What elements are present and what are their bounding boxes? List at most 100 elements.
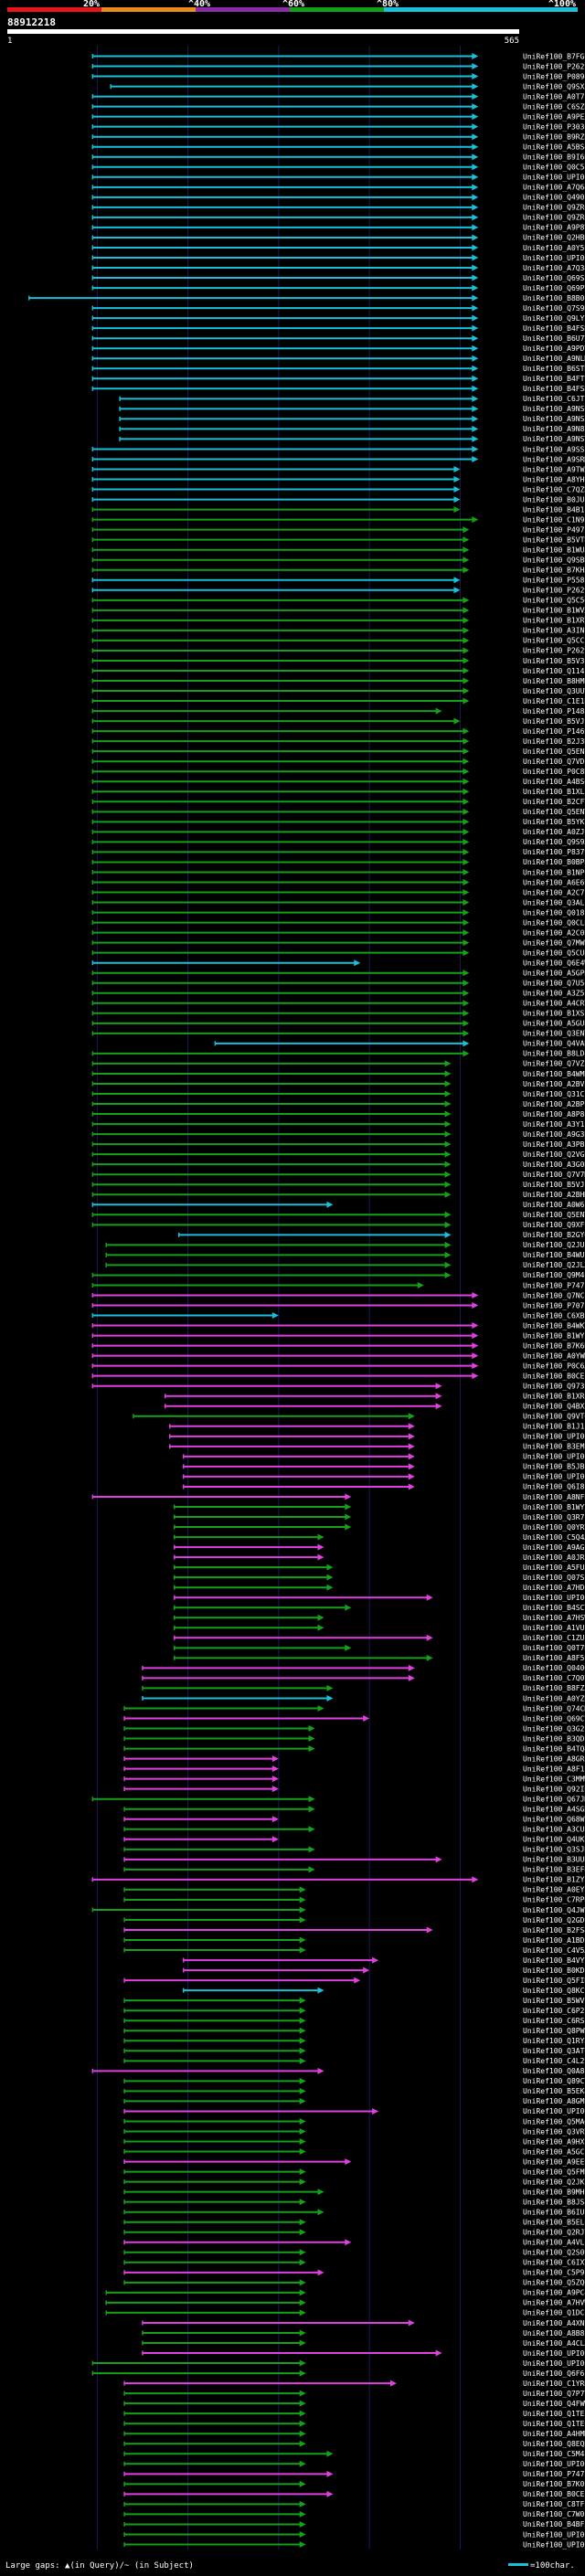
hit-label[interactable]: UniRef100_B5YKP6 [523, 818, 585, 826]
hit-row[interactable]: UniRef100_A0JR11 [173, 1553, 585, 1562]
hit-row[interactable]: UniRef100_A7Q646 [91, 184, 585, 192]
hit-row[interactable]: UniRef100_UPI000... [142, 2349, 585, 2358]
hit-label[interactable]: UniRef100_Q114L6 [523, 667, 585, 675]
hit-row[interactable]: UniRef100_P74774 [123, 2470, 585, 2478]
hit-label[interactable]: UniRef100_B4BF32 [523, 2520, 585, 2528]
hit-row[interactable]: UniRef100_UPI000... [123, 2107, 585, 2115]
hit-label[interactable]: UniRef100_Q8EQH1 [523, 2440, 585, 2448]
hit-row[interactable]: UniRef100_C5M4P0 [123, 2450, 585, 2458]
hit-label[interactable]: UniRef100_B2J3K2 [523, 737, 585, 746]
hit-row[interactable]: UniRef100_A5GUH8 [91, 1020, 585, 1028]
hit-row[interactable]: UniRef100_B4WMH1 [91, 1070, 585, 1078]
hit-label[interactable]: UniRef100_Q5CC32 [523, 637, 585, 645]
hit-label[interactable]: UniRef100_A1BDL0 [523, 1936, 585, 1945]
hit-label[interactable]: UniRef100_P26292 [523, 587, 585, 595]
hit-label[interactable]: UniRef100_Q1TE32 [523, 2410, 585, 2418]
hit-row[interactable]: UniRef100_Q9M465 [91, 1271, 585, 1279]
hit-label[interactable]: UniRef100_A1VUZ0 [523, 1624, 585, 1632]
hit-row[interactable]: UniRef100_B5VJF8 [91, 1181, 585, 1189]
hit-label[interactable]: UniRef100_C4V5A6 [523, 1946, 585, 1955]
hit-label[interactable]: UniRef100_B1ZYF3 [523, 1876, 585, 1884]
hit-row[interactable]: UniRef100_Q0T7N9 [173, 1644, 585, 1652]
hit-label[interactable]: UniRef100_B4TQ4L [523, 1744, 585, 1753]
hit-label[interactable]: UniRef100_Q07SC3 [523, 1574, 585, 1582]
hit-row[interactable]: UniRef100_A8GRE5 [123, 1754, 585, 1763]
hit-row[interactable]: UniRef100_Q9S9X0 [91, 838, 585, 846]
hit-row[interactable]: UniRef100_B0CE16 [91, 1372, 585, 1380]
hit-label[interactable]: UniRef100_B7K0E7 [523, 2480, 585, 2488]
hit-row[interactable]: UniRef100_UPI000... [91, 254, 585, 262]
hit-row[interactable]: UniRef100_A9N835 [119, 425, 585, 433]
hit-row[interactable]: UniRef100_Q4VAH9 [214, 1040, 585, 1048]
hit-row[interactable]: UniRef100_B1XRT4 [91, 617, 585, 625]
hit-row[interactable]: UniRef100_B4BF32 [123, 2520, 585, 2528]
hit-label[interactable]: UniRef100_A4VLE1 [523, 2239, 585, 2247]
hit-label[interactable]: UniRef100_C7Q0Y9 [523, 1674, 585, 1682]
hit-label[interactable]: UniRef100_C5M4P0 [523, 2450, 585, 2458]
hit-row[interactable]: UniRef100_A1VUZ0 [173, 1624, 585, 1632]
hit-row[interactable]: UniRef100_C3MMW8 [123, 1775, 585, 1783]
hit-row[interactable]: UniRef100_B8LD41 [91, 1050, 585, 1058]
hit-label[interactable]: UniRef100_Q3UUV7 [523, 687, 585, 695]
hit-label[interactable]: UniRef100_UPI000... [523, 254, 585, 262]
hit-row[interactable]: UniRef100_C6XBE0 [91, 1311, 585, 1320]
hit-label[interactable]: UniRef100_Q1RY45 [523, 2037, 585, 2045]
hit-row[interactable]: UniRef100_Q3R722 [173, 1513, 585, 1521]
hit-row[interactable]: UniRef100_A0EY23 [123, 1886, 585, 1894]
hit-row[interactable]: UniRef100_Q5EN76 [91, 747, 585, 756]
hit-row[interactable]: UniRef100_C7RPR2 [123, 1896, 585, 1904]
hit-row[interactable]: UniRef100_B8HMR1 [91, 677, 585, 685]
hit-label[interactable]: UniRef100_B5EL67 [523, 2219, 585, 2227]
hit-row[interactable]: UniRef100_Q9VTO6 [133, 1413, 585, 1421]
hit-row[interactable]: UniRef100_A3Y114 [91, 1120, 585, 1129]
hit-label[interactable]: UniRef100_Q74CM3 [523, 1704, 585, 1712]
hit-label[interactable]: UniRef100_B7FGU7 [523, 52, 585, 60]
hit-label[interactable]: UniRef100_A2BVC4 [523, 1080, 585, 1088]
hit-label[interactable]: UniRef100_Q9LY74 [523, 314, 585, 323]
hit-row[interactable]: UniRef100_B8JS42 [123, 2198, 585, 2206]
hit-label[interactable]: UniRef100_B2FS44 [523, 1926, 585, 1935]
hit-label[interactable]: UniRef100_Q2GDE3 [523, 1916, 585, 1924]
hit-label[interactable]: UniRef100_B4VY76 [523, 1956, 585, 1965]
hit-label[interactable]: UniRef100_Q2JUP1 [523, 1241, 585, 1249]
hit-label[interactable]: UniRef100_A0ZJ61 [523, 828, 585, 836]
hit-row[interactable]: UniRef100_Q5CC32 [91, 637, 585, 645]
hit-label[interactable]: UniRef100_P55821 [523, 577, 585, 585]
hit-label[interactable]: UniRef100_B8JS42 [523, 2198, 585, 2206]
hit-row[interactable]: UniRef100_Q3VRV7 [123, 2127, 585, 2136]
hit-row[interactable]: UniRef100_B5VJP3 [91, 717, 585, 726]
hit-row[interactable]: UniRef100_A9NST7 [119, 435, 585, 443]
hit-label[interactable]: UniRef100_A5GCL9 [523, 2147, 585, 2156]
hit-label[interactable]: UniRef100_A4XN93 [523, 2319, 585, 2327]
hit-row[interactable]: UniRef100_B2J3K2 [91, 737, 585, 746]
hit-row[interactable]: UniRef100_Q67JM2 [91, 1795, 585, 1803]
hit-row[interactable]: UniRef100_Q01872 [91, 908, 585, 917]
hit-row[interactable]: UniRef100_P70758 [91, 1301, 585, 1309]
hit-label[interactable]: UniRef100_Q6E4W8 [523, 959, 585, 967]
hit-label[interactable]: UniRef100_A8F132 [523, 1765, 585, 1773]
hit-label[interactable]: UniRef100_P74774 [523, 2470, 585, 2478]
hit-label[interactable]: UniRef100_Q0A8B4 [523, 2067, 585, 2075]
hit-row[interactable]: UniRef100_P83794 [91, 848, 585, 856]
hit-row[interactable]: UniRef100_B4FSD8 [91, 324, 585, 333]
hit-row[interactable]: UniRef100_C4V5A6 [123, 1946, 585, 1955]
hit-label[interactable]: UniRef100_A7Q348 [523, 264, 585, 272]
hit-row[interactable]: UniRef100_B4WUP2 [105, 1251, 585, 1259]
hit-row[interactable]: UniRef100_A9PEX3 [91, 112, 585, 121]
hit-label[interactable]: UniRef100_B1XL30 [523, 788, 585, 796]
hit-row[interactable]: UniRef100_A2BPU5 [91, 1100, 585, 1108]
hit-row[interactable]: UniRef100_Q9SBN3 [91, 557, 585, 565]
hit-label[interactable]: UniRef100_Q4VAH9 [523, 1040, 585, 1048]
hit-label[interactable]: UniRef100_A9NST7 [523, 435, 585, 443]
hit-label[interactable]: UniRef100_C4L2E9 [523, 2057, 585, 2065]
hit-row[interactable]: UniRef100_Q74CM3 [123, 1704, 585, 1712]
hit-label[interactable]: UniRef100_B1XRT4 [523, 617, 585, 625]
hit-label[interactable]: UniRef100_Q040Q3 [523, 1664, 585, 1672]
hit-row[interactable]: UniRef100_Q7S9H6 [91, 304, 585, 313]
hit-row[interactable]: UniRef100_A9PDV6 [91, 345, 585, 353]
hit-row[interactable]: UniRef100_B4SCV8 [173, 1604, 585, 1612]
hit-row[interactable]: UniRef100_Q5MAG1 [123, 2117, 585, 2125]
hit-row[interactable]: UniRef100_A5FUJ5 [173, 1564, 585, 1572]
hit-row[interactable]: UniRef100_Q9LY74 [91, 314, 585, 323]
hit-label[interactable]: UniRef100_Q7S9H6 [523, 304, 585, 313]
